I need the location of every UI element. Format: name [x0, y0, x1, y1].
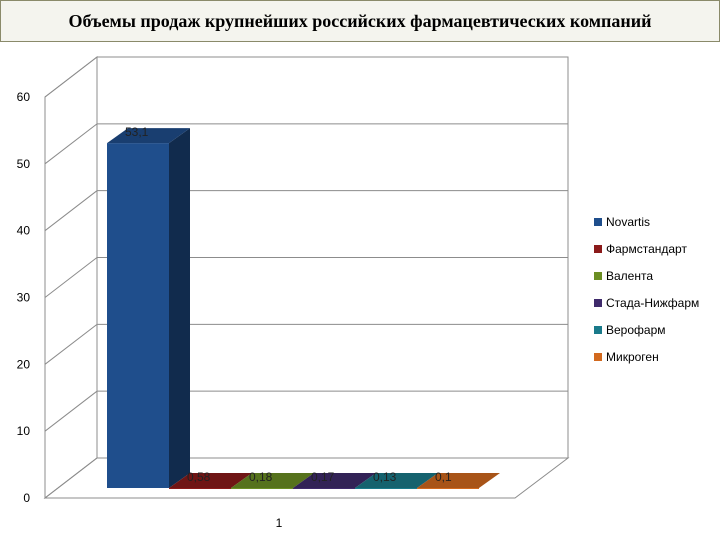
- y-tick-label: 50: [17, 157, 31, 171]
- legend-swatch-4: [594, 326, 602, 334]
- bar-top-4: [355, 473, 438, 488]
- legend-swatch-3: [594, 299, 602, 307]
- bars: [107, 128, 500, 489]
- legend-swatch-0: [594, 218, 602, 226]
- data-labels: 53,1 0,58 0,18 0,17 0,13 0,1: [125, 125, 452, 484]
- y-tick-label: 60: [17, 90, 31, 104]
- y-tick-label: 40: [17, 224, 31, 238]
- data-label-0: 53,1: [125, 125, 149, 139]
- data-label-1: 0,58: [187, 470, 211, 484]
- bar-front-1: [169, 488, 231, 489]
- legend-label-3: Стада-Нижфарм: [606, 296, 699, 310]
- y-tick-label: 10: [17, 424, 31, 438]
- legend: Novartis Фармстандарт Валента Стада-Нижфарм…: [594, 215, 699, 364]
- gridlines: [44, 56, 568, 499]
- legend-label-2: Валента: [606, 269, 653, 283]
- bar-front-2: [231, 488, 293, 489]
- x-category-label: 1: [276, 516, 283, 530]
- bar-front-5: [417, 488, 479, 489]
- data-label-5: 0,1: [435, 470, 452, 484]
- bar-front-3: [293, 488, 355, 489]
- bar-top-5: [417, 473, 500, 488]
- data-label-2: 0,18: [249, 470, 273, 484]
- legend-swatch-1: [594, 245, 602, 253]
- data-label-4: 0,13: [373, 470, 397, 484]
- legend-label-5: Микроген: [606, 350, 659, 364]
- y-tick-label: 0: [23, 491, 30, 505]
- gridline: [44, 190, 568, 232]
- y-axis-ticks: 0 10 20 30 40 50 60: [17, 90, 31, 505]
- gridline: [44, 257, 568, 298]
- legend-swatch-2: [594, 272, 602, 280]
- bar-front-4: [355, 488, 417, 489]
- gridline: [44, 323, 568, 365]
- bar-top-0: [107, 128, 190, 144]
- gridline: [44, 457, 568, 499]
- legend-label-1: Фармстандарт: [606, 242, 687, 256]
- y-tick-label: 20: [17, 357, 31, 371]
- x-axis-categories: 1: [276, 516, 283, 530]
- slide-title: Объемы продаж крупнейших российских фарм…: [0, 0, 720, 42]
- legend-label-4: Верофарм: [606, 323, 666, 337]
- bar-side-0: [169, 128, 190, 489]
- legend-swatch-5: [594, 353, 602, 361]
- bar-top-2: [231, 473, 314, 488]
- legend-label-0: Novartis: [606, 215, 650, 229]
- y-tick-label: 30: [17, 291, 31, 305]
- data-label-3: 0,17: [311, 470, 335, 484]
- bar-top-3: [293, 473, 376, 488]
- gridline: [44, 56, 568, 98]
- gridline: [44, 123, 568, 165]
- gridline: [44, 390, 568, 432]
- bar-front-0: [107, 143, 169, 489]
- bar-top-1: [169, 473, 252, 488]
